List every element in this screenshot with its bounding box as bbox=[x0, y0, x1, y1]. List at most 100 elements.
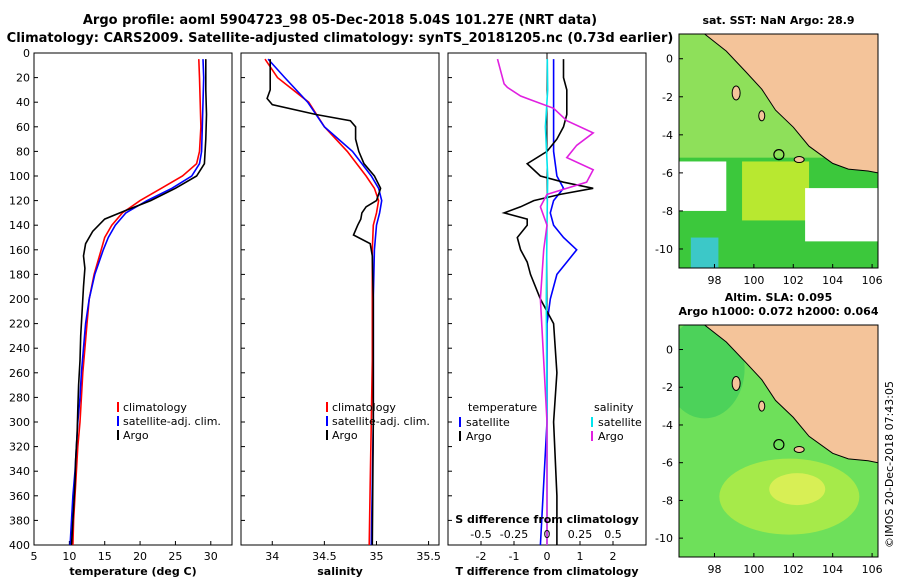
legend-label: satellite-adj. clim. bbox=[123, 415, 221, 428]
legend-label: climatology bbox=[332, 401, 396, 414]
y-tick-label: 100 bbox=[9, 170, 30, 183]
x-tick-label: 98 bbox=[707, 274, 721, 287]
top-axis-label: S difference from climatology bbox=[455, 513, 639, 526]
legend-label: satellite-adj. clim. bbox=[332, 415, 430, 428]
imos-watermark: ©IMOS 20-Dec-2018 07:43:05 bbox=[883, 381, 896, 548]
legend-label: satellite bbox=[466, 416, 510, 429]
title-line1: Argo profile: aoml 5904723_98 05-Dec-201… bbox=[83, 13, 597, 28]
x-axis-label: temperature (deg C) bbox=[69, 565, 196, 578]
land-sumatra bbox=[703, 325, 878, 464]
map-subtitle: Argo h1000: 0.072 h2000: 0.064 bbox=[679, 305, 879, 318]
plot-frame bbox=[240, 52, 440, 546]
y-tick-label: 140 bbox=[9, 219, 30, 232]
x-tick-label: 102 bbox=[783, 274, 804, 287]
island-siberut bbox=[731, 375, 741, 391]
map-title: Altim. SLA: 0.095 bbox=[725, 291, 832, 304]
legend-title: salinity bbox=[594, 401, 634, 414]
y-tick-label: 160 bbox=[9, 244, 30, 257]
y-tick-label: -8 bbox=[662, 205, 673, 218]
top-tick-label: 0 bbox=[544, 528, 551, 541]
x-tick-label: 34.5 bbox=[312, 550, 337, 563]
y-tick-label: 180 bbox=[9, 268, 30, 281]
sst-cloud-gap bbox=[805, 188, 878, 242]
x-tick-label: 5 bbox=[31, 550, 38, 563]
salinity-panel: 34 34.5 35 35.5 salinity climatologysatellite… bbox=[240, 52, 441, 578]
legend-label: Argo bbox=[332, 429, 358, 442]
x-tick-label: 104 bbox=[822, 563, 843, 576]
x-axis-label: T difference from climatology bbox=[455, 565, 638, 578]
y-tick-label: 260 bbox=[9, 367, 30, 380]
y-tick-label: 280 bbox=[9, 391, 30, 404]
y-tick-label: -2 bbox=[662, 91, 673, 104]
temperature-panel: 0 20 40 60 80 100 120 140 160 180 200 220 240 260 280 3… bbox=[9, 47, 233, 578]
series-t-satellite bbox=[539, 59, 578, 546]
y-tick-label: -10 bbox=[655, 532, 673, 545]
y-tick-label: 360 bbox=[9, 490, 30, 503]
argo-location-marker bbox=[773, 438, 785, 451]
sla-peak-patch bbox=[769, 473, 826, 506]
y-tick-label: 40 bbox=[16, 96, 30, 109]
x-tick-label: 30 bbox=[204, 550, 218, 563]
x-tick-label: 0 bbox=[544, 550, 551, 563]
sla-low-patch bbox=[679, 325, 745, 419]
y-tick-label: 20 bbox=[16, 72, 30, 85]
y-tick-label: 320 bbox=[9, 441, 30, 454]
x-tick-label: 2 bbox=[610, 550, 617, 563]
y-tick-label: -4 bbox=[662, 419, 673, 432]
x-tick-label: 102 bbox=[783, 563, 804, 576]
x-tick-label: 1 bbox=[577, 550, 584, 563]
x-tick-label: 15 bbox=[98, 550, 112, 563]
y-tick-label: 120 bbox=[9, 195, 30, 208]
x-tick-label: 104 bbox=[822, 274, 843, 287]
x-tick-label: 35 bbox=[369, 550, 383, 563]
x-tick-label: 35.5 bbox=[416, 550, 441, 563]
legend-label: climatology bbox=[123, 401, 187, 414]
island-siberut bbox=[731, 85, 741, 101]
y-tick-label: -6 bbox=[662, 457, 673, 470]
x-tick-label: 106 bbox=[862, 563, 883, 576]
y-tick-label: -6 bbox=[662, 167, 673, 180]
y-tick-label: 380 bbox=[9, 514, 30, 527]
x-tick-label: 98 bbox=[707, 563, 721, 576]
y-tick-label: 340 bbox=[9, 465, 30, 478]
plot-frame bbox=[33, 52, 233, 546]
x-tick-label: 34 bbox=[265, 550, 279, 563]
series-climatology bbox=[72, 59, 202, 546]
top-tick-label: 0.25 bbox=[568, 528, 593, 541]
series-s-argo bbox=[496, 58, 595, 545]
y-tick-label: -2 bbox=[662, 381, 673, 394]
map-content bbox=[679, 325, 878, 557]
top-tick-label: -0.25 bbox=[500, 528, 528, 541]
series-argo bbox=[70, 59, 208, 546]
x-tick-label: 100 bbox=[743, 563, 764, 576]
y-tick-label: -8 bbox=[662, 494, 673, 507]
x-tick-label: 100 bbox=[743, 274, 764, 287]
y-tick-label: 240 bbox=[9, 342, 30, 355]
land-sumatra bbox=[703, 34, 878, 174]
island-enggano bbox=[793, 156, 805, 164]
sst-map-panel: 98 100 102 104 106 0 -2 -4 -6 -8 -10 sat. SST: NaN … bbox=[655, 14, 883, 287]
sst-cyan-patch bbox=[690, 237, 719, 268]
difference-panel: -2 -1 0 1 2 T difference from climatology temp… bbox=[447, 52, 647, 578]
y-tick-label: -4 bbox=[662, 129, 673, 142]
legend-label: Argo bbox=[598, 430, 624, 443]
series-argo bbox=[266, 59, 382, 546]
island-enggano bbox=[793, 445, 805, 453]
y-tick-label: 200 bbox=[9, 293, 30, 306]
x-tick-label: 10 bbox=[62, 550, 76, 563]
series-s-satellite bbox=[544, 59, 549, 545]
sst-yellow-patch bbox=[742, 161, 810, 221]
y-tick-label: 0 bbox=[23, 47, 30, 60]
y-tick-label: 0 bbox=[666, 53, 673, 66]
map-frame bbox=[678, 33, 879, 269]
title-line2: Climatology: CARS2009. Satellite-adjuste… bbox=[7, 31, 674, 46]
y-tick-label: 80 bbox=[16, 145, 30, 158]
legend-label: Argo bbox=[123, 429, 149, 442]
map-title: sat. SST: NaN Argo: 28.9 bbox=[702, 14, 854, 27]
x-tick-label: -2 bbox=[476, 550, 487, 563]
argo-location-marker bbox=[773, 149, 785, 161]
x-tick-label: 106 bbox=[862, 274, 883, 287]
x-tick-label: -1 bbox=[509, 550, 520, 563]
y-tick-label: 220 bbox=[9, 318, 30, 331]
